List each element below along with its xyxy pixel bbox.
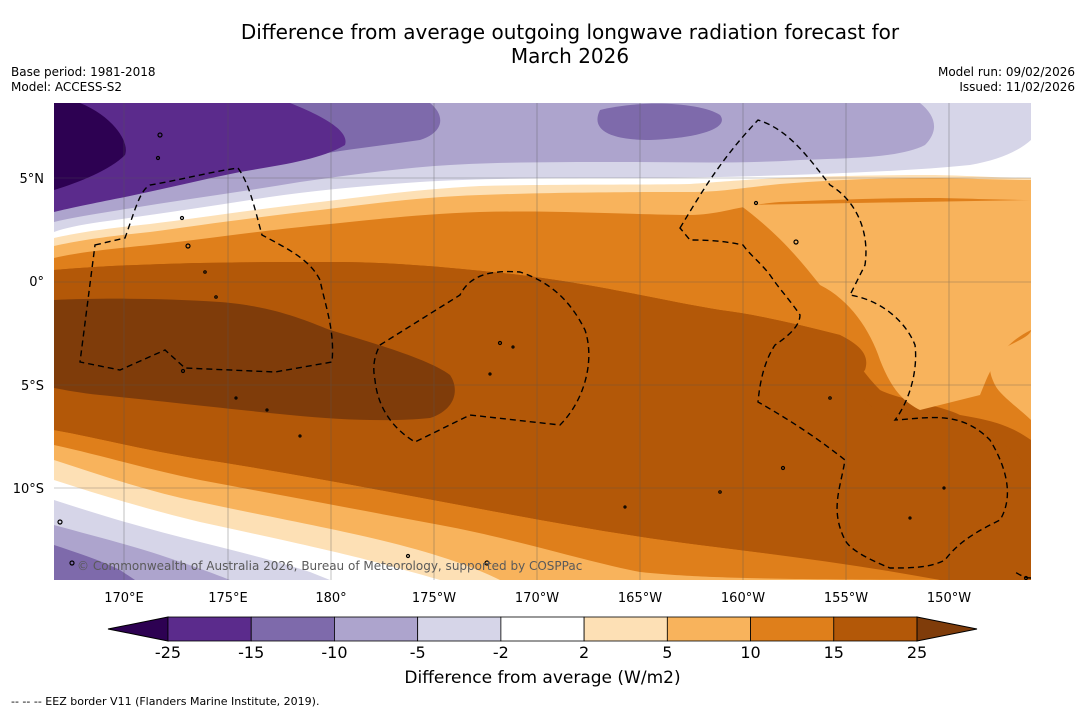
lat-label-0: 0° <box>29 275 44 290</box>
colorbar-segment <box>750 616 835 642</box>
colorbar-segments <box>167 616 918 642</box>
lat-label-10s: 10°S <box>13 482 44 497</box>
base-period: Base period: 1981-2018 <box>11 65 156 79</box>
colorbar-ticks: -25 -15 -10 -5 -2 2 5 10 15 25 <box>155 643 927 662</box>
colorbar-tick-label: 15 <box>824 643 844 662</box>
lon-label-180: 180° <box>315 591 346 606</box>
lon-label-170w: 170°W <box>515 591 559 606</box>
colorbar-tick-label: 25 <box>907 643 927 662</box>
colorbar-segment <box>167 616 252 642</box>
colorbar-segment <box>500 616 585 642</box>
title-line-2: March 2026 <box>510 44 630 68</box>
meta-right: Model run: 09/02/2026 Issued: 11/02/2026 <box>938 65 1075 95</box>
band-minus10-minus15-blob <box>597 103 722 140</box>
colorbar-segment <box>833 616 918 642</box>
colorbar-segment <box>417 616 502 642</box>
band-minus15-minus25 <box>54 103 346 212</box>
colorbar-tick-label: -10 <box>321 643 347 662</box>
colorbar-tick-label: 2 <box>579 643 589 662</box>
colorbar-title: Difference from average (W/m2) <box>404 668 681 688</box>
map-title: Difference from average outgoing longwav… <box>120 20 1020 68</box>
colorbar-over-arrow <box>916 616 978 642</box>
colorbar-tick-label: -2 <box>493 643 509 662</box>
lon-label-175e: 175°E <box>208 591 248 606</box>
model-name: Model: ACCESS-S2 <box>11 80 123 94</box>
title-line-1: Difference from average outgoing longwav… <box>240 20 900 44</box>
meta-left: Base period: 1981-2018 Model: ACCESS-S2 <box>11 65 156 95</box>
band-below-minus25 <box>54 103 126 190</box>
lon-label-175w: 175°W <box>412 591 456 606</box>
eez-footnote: -- -- -- EEZ border V11 (Flanders Marine… <box>11 695 320 708</box>
model-run: Model run: 09/02/2026 <box>937 65 1075 79</box>
islands <box>57 132 1029 580</box>
colorbar-segment <box>250 616 335 642</box>
band-minus10-minus15-south <box>54 545 135 580</box>
graticule <box>54 103 1031 580</box>
lon-label-165w: 165°W <box>618 591 662 606</box>
eez-borders <box>79 119 1031 579</box>
copyright-text: © Commonwealth of Australia 2026, Bureau… <box>77 559 582 573</box>
colorbar-tick-label: -25 <box>155 643 181 662</box>
colorbar-segment <box>583 616 668 642</box>
band-2-5-east <box>740 200 1031 410</box>
lon-label-170e: 170°E <box>104 591 144 606</box>
lat-label-5n: 5°N <box>20 172 45 187</box>
lat-label-5s: 5°S <box>21 379 44 394</box>
lon-label-150w: 150°W <box>927 591 971 606</box>
lon-label-155w: 155°W <box>824 591 868 606</box>
anomaly-field: © Commonwealth of Australia 2026, Bureau… <box>54 103 1031 580</box>
colorbar-tick-label: 10 <box>740 643 760 662</box>
lon-label-160w: 160°W <box>721 591 765 606</box>
colorbar-under-arrow <box>107 616 169 642</box>
colorbar-tick-label: 5 <box>662 643 672 662</box>
colorbar: -25 -15 -10 -5 -2 2 5 10 15 25 <box>107 616 978 662</box>
colorbar-segment <box>334 616 419 642</box>
band-over-25 <box>54 298 455 421</box>
colorbar-tick-label: -5 <box>410 643 426 662</box>
colorbar-segment <box>666 616 751 642</box>
colorbar-tick-label: -15 <box>238 643 264 662</box>
issued-date: Issued: 11/02/2026 <box>959 80 1075 94</box>
